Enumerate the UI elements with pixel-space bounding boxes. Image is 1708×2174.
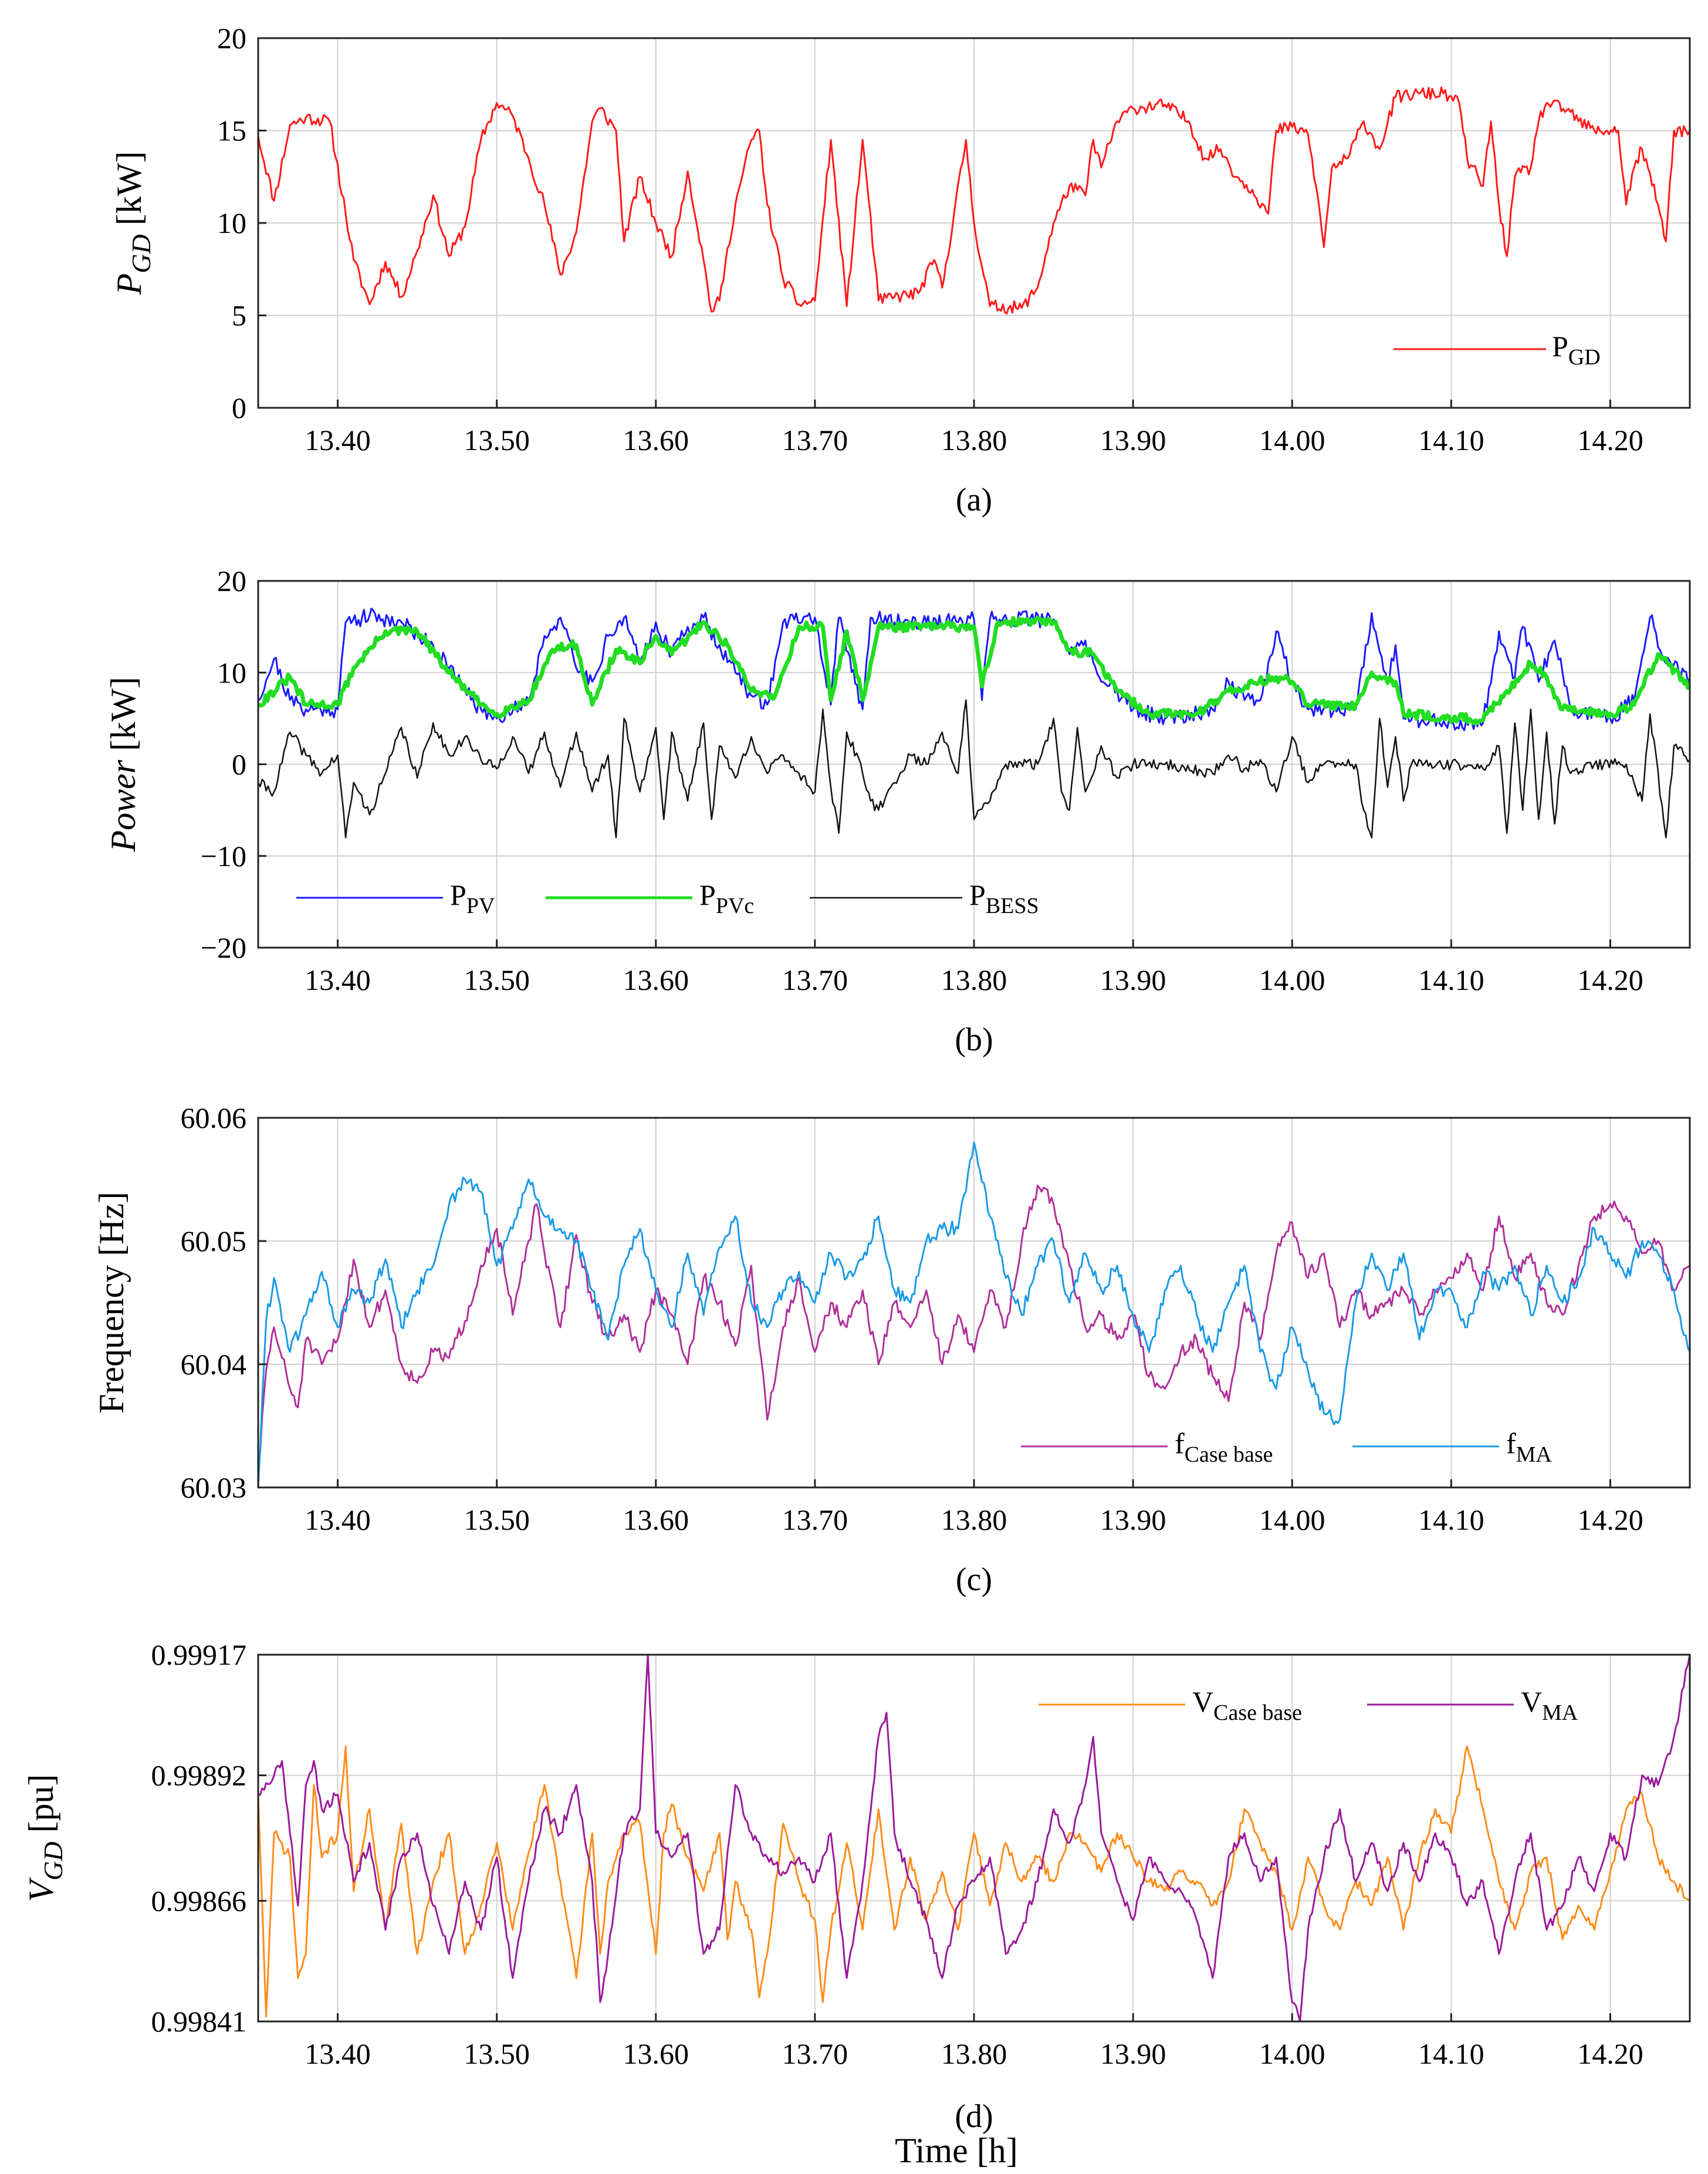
legend-label: PBESS [969,878,1039,918]
y-tick-label: 0.99917 [151,1638,247,1671]
y-axis-label: Power [kW] [104,677,143,852]
y-tick-label: 0.99866 [151,1884,247,1917]
x-tick-label: 14.00 [1259,963,1325,996]
y-tick-label: 15 [217,114,246,147]
series-line-v-case-base [258,1745,1690,2018]
x-tick-label: 13.40 [305,2037,371,2070]
y-tick-label: 10 [217,207,246,239]
legend: fCase base fMA [1021,1427,1552,1467]
y-axis-label: VGD [pu] [22,1774,68,1902]
x-tick-label: 13.80 [941,1503,1007,1536]
y-tick-label: 20 [217,564,246,597]
y-tick-label: 0 [232,748,246,781]
legend-label: fCase base [1175,1427,1273,1467]
panel-d: 13.40 13.50 13.60 13.70 13.80 13.90 14.00 14.10… [22,1638,1691,2135]
series-line-v-ma [258,1655,1690,2021]
series-line-p-gd [258,86,1690,315]
x-tick-label: 13.60 [623,2037,689,2070]
series-line-p-pvc [258,616,1690,726]
x-tick-label: 13.90 [1100,963,1166,996]
panel-caption: (b) [955,1022,993,1058]
panel-caption: (c) [956,1561,992,1598]
y-tick-label: −20 [201,931,246,964]
series-line-p-bess [258,699,1690,839]
legend-label: PPVc [699,878,754,918]
x-tick-label: 14.00 [1259,424,1325,457]
y-tick-label: 0 [232,391,246,424]
x-tick-label: 13.50 [464,2037,530,2070]
y-tick-label: 60.05 [181,1225,247,1257]
x-tick-label: 13.50 [464,424,530,457]
x-tick-label: 14.10 [1418,963,1484,996]
panel-a: 13.40 13.50 13.60 13.70 13.80 13.90 14.00 14.10… [110,22,1691,518]
legend: PGD [1394,330,1601,370]
x-tick-label: 13.70 [782,424,848,457]
legend-label: fMA [1506,1427,1552,1467]
legend-label: VMA [1521,1685,1578,1725]
panel-caption: (d) [955,2098,993,2135]
series-line-f-ma [258,1141,1690,1487]
x-tick-label: 13.40 [305,1503,371,1536]
x-tick-label: 14.10 [1418,424,1484,457]
x-tick-label: 13.70 [782,963,848,996]
x-tick-label: 13.40 [305,963,371,996]
x-tick-label: 13.60 [623,963,689,996]
x-tick-label: 13.70 [782,1503,848,1536]
y-tick-label: 5 [232,299,246,332]
x-tick-label: 13.50 [464,963,530,996]
y-tick-label: 0.99892 [151,1759,247,1792]
x-tick-label: 14.20 [1577,2037,1643,2070]
x-tick-label: 13.90 [1100,424,1166,457]
x-tick-label: 14.10 [1418,1503,1484,1536]
panel-caption: (a) [956,482,992,518]
x-tick-label: 14.10 [1418,2037,1484,2070]
legend: PPV PPVc PBESS [296,878,1039,918]
series-line-f-case-base [258,1185,1690,1476]
x-tick-label: 14.00 [1259,2037,1325,2070]
x-tick-label: 13.50 [464,1503,530,1536]
x-tick-label: 13.60 [623,1503,689,1536]
y-axis-label: Frequency [Hz] [92,1192,131,1414]
legend-label: PGD [1552,330,1601,370]
y-tick-label: −10 [201,840,246,873]
x-tick-label: 14.20 [1577,963,1643,996]
legend-label: VCase base [1192,1685,1302,1725]
x-tick-label: 13.90 [1100,1503,1166,1536]
x-tick-label: 13.70 [782,2037,848,2070]
legend: VCase base VMA [1039,1685,1578,1725]
x-tick-label: 13.90 [1100,2037,1166,2070]
x-axis-label: Time [h] [895,2131,1017,2170]
x-tick-label: 13.80 [941,424,1007,457]
x-tick-label: 13.40 [305,424,371,457]
panel-b: 13.40 13.50 13.60 13.70 13.80 13.90 14.00 14.10… [104,564,1691,1058]
x-tick-label: 14.20 [1577,1503,1643,1536]
y-tick-label: 60.03 [181,1471,247,1504]
y-axis-label: PGD [kW] [110,151,156,296]
x-tick-label: 13.60 [623,424,689,457]
x-tick-label: 14.20 [1577,424,1643,457]
x-tick-label: 13.80 [941,2037,1007,2070]
panel-c: 13.40 13.50 13.60 13.70 13.80 13.90 14.00 14.10… [92,1101,1691,1598]
y-tick-label: 20 [217,22,246,55]
y-tick-label: 60.04 [181,1348,247,1381]
legend-label: PPV [450,878,495,918]
y-tick-label: 0.99841 [151,2005,247,2038]
x-tick-label: 14.00 [1259,1503,1325,1536]
x-tick-label: 13.80 [941,963,1007,996]
y-tick-label: 10 [217,656,246,689]
y-tick-label: 60.06 [181,1101,247,1134]
